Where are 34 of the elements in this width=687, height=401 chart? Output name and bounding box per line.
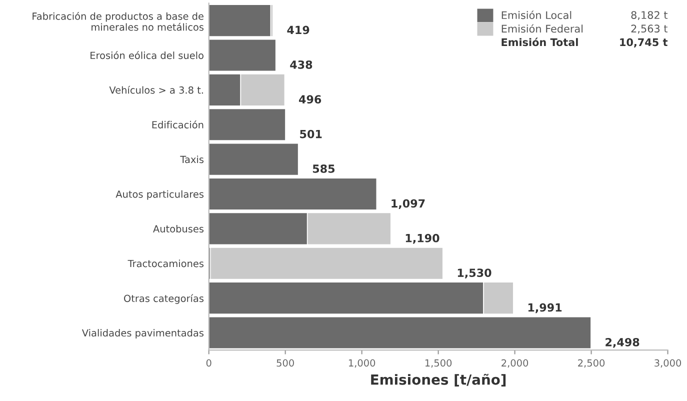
y-tick-label: Vialidades pavimentadas [82,329,204,338]
legend-label: Emisión Local [502,10,572,20]
x-tick-label: 1,000 [348,359,376,368]
y-tick-label: Autobuses [153,224,204,232]
y-tick-label: Taxis [180,156,204,164]
total-label: 1,190 [406,234,440,244]
total-label: 438 [290,60,312,69]
x-tick-label: 2,500 [578,359,605,368]
y-tick-label: Erosión eólica del suelo [90,51,204,60]
x-axis-title: Emisiones [t/año] [371,374,506,386]
y-tick-label: Fabricación de productos a base de minerales no metálicos [32,12,204,31]
total-label: 1,097 [392,199,425,210]
total-label: 501 [300,130,322,138]
annotation: 8,182 t [631,11,668,20]
total-label: 496 [298,95,322,104]
x-tick-label: 3,000 [654,359,682,368]
x-tick-label: 0 [206,359,212,367]
y-tick-label: Otras categorías [124,294,204,304]
annotation: 2,563 t [631,24,668,34]
x-tick-label: 500 [276,359,294,367]
total-label: 1,991 [528,303,562,314]
x-tick-label: 2,000 [502,359,528,368]
y-tick-label: Vehículos > a 3.8 t. [109,86,203,94]
total-label: 2,498 [606,338,640,348]
total-label: 585 [312,164,335,173]
total-label: 419 [287,26,310,34]
y-tick-label: Tractocamiones [128,260,204,268]
total-label: 1,530 [458,268,492,278]
legend-label: Emisión Federal [502,24,583,33]
y-tick-label: Edificación [152,120,204,128]
annotation: 10,745 t [620,38,668,48]
y-tick-label: Autos particulares [116,190,204,200]
x-tick-label: 1,500 [425,359,452,368]
annotation: Emisión Total [502,38,578,46]
